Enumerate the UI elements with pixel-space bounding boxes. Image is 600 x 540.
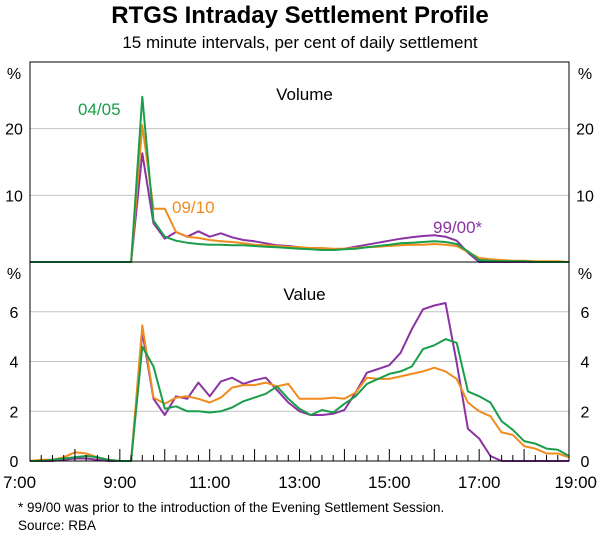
footnote: * 99/00 was prior to the introduction of…: [18, 500, 445, 515]
x-tick-label: 13:00: [278, 473, 321, 492]
x-tick-label: 7:00: [3, 473, 36, 492]
x-tick-label: 17:00: [458, 473, 501, 492]
volume-panel: 10 10 20 20% % Volume 04/05 09/10 99/00*: [5, 61, 594, 263]
chart-subtitle: 15 minute intervals, per cent of daily s…: [122, 33, 478, 52]
y-tick-label-left: 0: [10, 454, 19, 471]
y-tick-label-right: 10: [576, 188, 594, 205]
chart-title: RTGS Intraday Settlement Profile: [111, 2, 489, 29]
series-line-04-05: [30, 95, 569, 263]
series-line-04-05: [30, 338, 570, 462]
y-tick-label-left: 2: [10, 404, 19, 421]
series-line-09-10: [29, 324, 570, 462]
x-tick-label: 15:00: [368, 473, 411, 492]
x-axis: 7:00 9:00 11:00 13:00 15:00 17:00 19:00: [3, 449, 597, 492]
series-label-04-05: 04/05: [78, 100, 121, 119]
y-tick-label-right: 4: [581, 355, 590, 372]
panel-title: Volume: [276, 85, 333, 104]
y-unit-label-right: %: [578, 266, 592, 283]
y-tick-label-right: 20: [576, 122, 594, 139]
panel-title: Value: [283, 285, 325, 304]
value-panel: 0 0 2 2 4 4 6 6% % Value: [7, 261, 592, 471]
y-tick-label-left: 20: [5, 122, 23, 139]
series-label-09-10: 09/10: [172, 198, 215, 217]
y-unit-label-left: %: [7, 66, 21, 83]
series-label-99-00: 99/00*: [433, 218, 483, 237]
y-tick-label-right: 2: [581, 404, 590, 421]
source-note: Source: RBA: [18, 518, 97, 533]
y-unit-label-right: %: [578, 66, 592, 83]
y-tick-label-right: 0: [581, 454, 590, 471]
y-tick-label-left: 10: [5, 188, 23, 205]
series-line-09-10: [30, 124, 570, 263]
y-unit-label-left: %: [7, 266, 21, 283]
y-tick-label-left: 6: [10, 305, 19, 322]
y-tick-label-left: 4: [10, 355, 19, 372]
x-tick-label: 19:00: [554, 473, 597, 492]
x-tick-label: 9:00: [103, 473, 136, 492]
y-tick-label-right: 6: [581, 305, 590, 322]
series-line-99-00: [30, 302, 569, 462]
series-line-99-00: [30, 152, 569, 263]
x-tick-label: 11:00: [189, 473, 230, 492]
